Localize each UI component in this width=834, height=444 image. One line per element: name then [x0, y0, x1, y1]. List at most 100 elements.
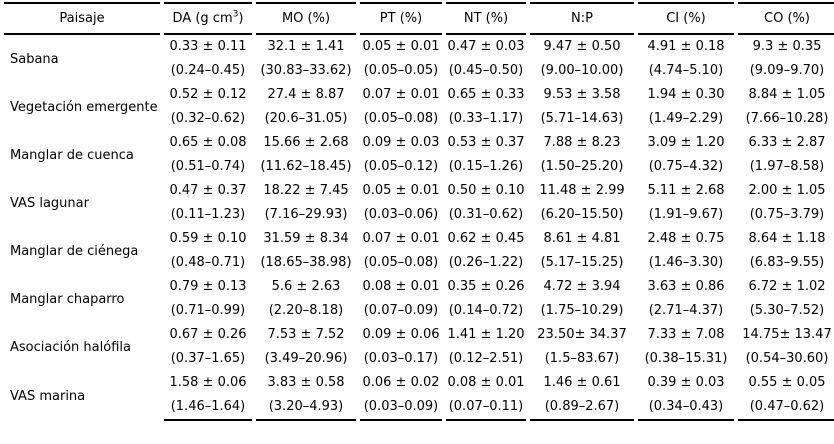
- mean-cell: 18.22 ± 7.45: [263, 183, 349, 198]
- mean-cell: 27.4 ± 8.87: [267, 87, 345, 102]
- column-header-pt: PT (%): [360, 2, 442, 35]
- range-cell: (1.97–8.58): [749, 159, 825, 174]
- mean-cell: 32.1 ± 1.41: [267, 39, 345, 54]
- table-row: VAS marina 1.58 ± 0.06 3.83 ± 0.58 0.06 ± 0…: [4, 371, 834, 404]
- landscape-properties-table: Paisaje DA (g cm3) MO (%) PT (%) NT (%) …: [0, 2, 834, 421]
- column-header-paisaje: Paisaje: [4, 2, 160, 35]
- range-cell: (0.11–1.23): [170, 207, 246, 222]
- mean-cell: 0.06 ± 0.02: [362, 375, 440, 390]
- range-cell: (0.05–0.05): [363, 63, 439, 78]
- mean-cell: 0.52 ± 0.12: [169, 87, 247, 102]
- mean-cell: 14.75± 13.47: [742, 327, 832, 342]
- range-cell: (0.48–0.71): [170, 255, 246, 270]
- mean-cell: 0.47 ± 0.37: [169, 183, 247, 198]
- mean-cell: 3.09 ± 1.20: [647, 135, 725, 150]
- header-row: Paisaje DA (g cm3) MO (%) PT (%) NT (%) …: [4, 2, 834, 35]
- table-row: Manglar de ciénega 0.59 ± 0.10 31.59 ± 8.3…: [4, 227, 834, 259]
- range-cell: (5.17–15.25): [540, 255, 624, 270]
- range-cell: (11.62–18.45): [260, 159, 352, 174]
- mean-cell: 0.47 ± 0.03: [447, 39, 525, 54]
- range-cell: (1.46–3.30): [648, 255, 724, 270]
- column-header-np: N:P: [530, 2, 634, 35]
- range-cell: (1.49–2.29): [648, 111, 724, 126]
- range-cell: (0.75–3.79): [749, 207, 825, 222]
- mean-cell: 0.07 ± 0.01: [362, 231, 440, 246]
- mean-cell: 0.08 ± 0.01: [447, 375, 525, 390]
- range-cell: (30.83–33.62): [260, 63, 352, 78]
- range-cell: (0.89–2.67): [530, 395, 634, 421]
- table-row: Vegetación emergente 0.52 ± 0.12 27.4 ± 8.…: [4, 83, 834, 115]
- range-cell: (20.6–31.05): [264, 111, 348, 126]
- mean-cell: 3.63 ± 0.86: [647, 279, 725, 294]
- mean-cell: 6.72 ± 1.02: [748, 279, 826, 294]
- range-cell: (0.15–1.26): [448, 159, 524, 174]
- range-cell: (6.83–9.55): [749, 255, 825, 270]
- row-label: Asociación halófila: [10, 339, 131, 355]
- table-row: Manglar de cuenca 0.65 ± 0.08 15.66 ± 2.68…: [4, 131, 834, 163]
- range-cell: (1.5–83.67): [544, 351, 620, 366]
- mean-cell: 6.33 ± 2.87: [748, 135, 826, 150]
- mean-cell: 0.05 ± 0.01: [362, 39, 440, 54]
- range-cell: (0.45–0.50): [448, 63, 524, 78]
- table-row: (0.32–0.62) (20.6–31.05) (0.05–0.08) (0.33–…: [4, 107, 834, 131]
- mean-cell: 0.05 ± 0.01: [362, 183, 440, 198]
- mean-cell: 7.33 ± 7.08: [647, 327, 725, 342]
- mean-cell: 0.65 ± 0.08: [169, 135, 247, 150]
- mean-cell: 0.33 ± 0.11: [169, 39, 247, 54]
- mean-cell: 0.39 ± 0.03: [647, 375, 725, 390]
- mean-cell: 8.61 ± 4.81: [543, 231, 621, 246]
- row-label: Vegetación emergente: [10, 99, 158, 115]
- row-label: Manglar de ciénega: [10, 243, 139, 259]
- mean-cell: 0.55 ± 0.05: [748, 375, 826, 390]
- range-cell: (1.75–10.29): [540, 303, 624, 318]
- range-cell: (0.38–15.31): [644, 351, 728, 366]
- row-label: VAS marina: [10, 388, 86, 404]
- table-row: (0.71–0.99) (2.20–8.18) (0.07–0.09) (0.14–0…: [4, 299, 834, 323]
- range-cell: (0.31–0.62): [448, 207, 524, 222]
- mean-cell: 11.48 ± 2.99: [539, 183, 625, 198]
- range-cell: (0.33–1.17): [448, 111, 524, 126]
- range-cell: (0.75–4.32): [648, 159, 724, 174]
- range-cell: (0.24–0.45): [170, 63, 246, 78]
- range-cell: (1.46–1.64): [164, 395, 252, 421]
- mean-cell: 3.83 ± 0.58: [267, 375, 345, 390]
- column-header-nt: NT (%): [446, 2, 526, 35]
- range-cell: (0.12–2.51): [448, 351, 524, 366]
- mean-cell: 0.62 ± 0.45: [447, 231, 525, 246]
- table-row: Manglar chaparro 0.79 ± 0.13 5.6 ± 2.63 0.0…: [4, 275, 834, 307]
- mean-cell: 8.64 ± 1.18: [748, 231, 826, 246]
- range-cell: (0.37–1.65): [170, 351, 246, 366]
- row-label: VAS lagunar: [10, 195, 89, 211]
- table-row: (1.46–1.64) (3.20–4.93) (0.03–0.09) (0.07–0…: [4, 395, 834, 421]
- mean-cell: 0.50 ± 0.10: [447, 183, 525, 198]
- range-cell: (1.91–9.67): [648, 207, 724, 222]
- range-cell: (0.54–30.60): [745, 351, 829, 366]
- range-cell: (1.50–25.20): [540, 159, 624, 174]
- range-cell: (0.07–0.09): [363, 303, 439, 318]
- table-row: (0.37–1.65) (3.49–20.96) (0.03–0.17) (0.12–…: [4, 347, 834, 371]
- mean-cell: 1.94 ± 0.30: [647, 87, 725, 102]
- range-cell: (5.30–7.52): [749, 303, 825, 318]
- table-row: (0.51–0.74) (11.62–18.45) (0.05–0.12) (0.15…: [4, 155, 834, 179]
- range-cell: (0.05–0.08): [363, 111, 439, 126]
- mean-cell: 0.09 ± 0.03: [362, 135, 440, 150]
- table-body: Sabana 0.33 ± 0.11 32.1 ± 1.41 0.05 ± 0.01 0…: [4, 35, 834, 421]
- row-label: Manglar chaparro: [10, 291, 125, 307]
- range-cell: (0.26–1.22): [448, 255, 524, 270]
- mean-cell: 0.08 ± 0.01: [362, 279, 440, 294]
- mean-cell: 9.47 ± 0.50: [543, 39, 621, 54]
- range-cell: (0.03–0.17): [363, 351, 439, 366]
- range-cell: (0.05–0.12): [363, 159, 439, 174]
- mean-cell: 1.58 ± 0.06: [169, 375, 247, 390]
- column-header-da-text: DA (g cm: [172, 11, 233, 26]
- range-cell: (0.51–0.74): [170, 159, 246, 174]
- range-cell: (0.34–0.43): [638, 395, 734, 421]
- mean-cell: 8.84 ± 1.05: [748, 87, 826, 102]
- table-row: Asociación halófila 0.67 ± 0.26 7.53 ± 7.5…: [4, 323, 834, 355]
- range-cell: (2.71–4.37): [648, 303, 724, 318]
- table-row: (0.11–1.23) (7.16–29.93) (0.03–0.06) (0.31–…: [4, 203, 834, 227]
- mean-cell: 5.6 ± 2.63: [271, 279, 341, 294]
- mean-cell: 0.59 ± 0.10: [169, 231, 247, 246]
- range-cell: (9.09–9.70): [749, 63, 825, 78]
- range-cell: (0.03–0.09): [360, 395, 442, 421]
